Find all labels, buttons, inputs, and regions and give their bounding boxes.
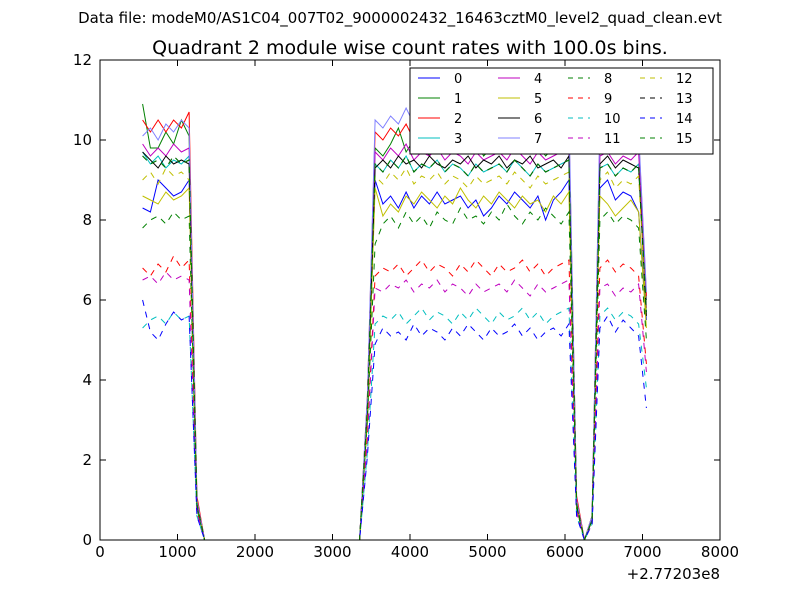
y-tick-label: 2 xyxy=(82,451,92,469)
legend-label-12: 12 xyxy=(676,72,693,87)
x-tick-label: 0 xyxy=(95,543,105,561)
legend-label-10: 10 xyxy=(604,112,621,127)
axis-ticks: 0 1000 2000 3000 4000 5000 6000 7000 80000246810… xyxy=(73,51,739,561)
legend-box xyxy=(409,67,714,155)
x-offset-label: +2.77203e8 xyxy=(627,565,720,583)
x-tick-label: 5000 xyxy=(468,543,506,561)
y-tick-label: 8 xyxy=(82,211,92,229)
series-line-11 xyxy=(142,271,647,540)
legend-label-15: 15 xyxy=(676,132,693,147)
series-line-12 xyxy=(142,166,647,540)
series-line-14 xyxy=(142,299,647,540)
legend-label-2: 2 xyxy=(454,112,462,127)
y-tick-label: 10 xyxy=(73,131,92,149)
x-tick-label: 3000 xyxy=(313,543,351,561)
chart-title: Quadrant 2 module wise count rates with … xyxy=(152,37,668,59)
legend-label-3: 3 xyxy=(454,132,462,147)
series-line-9 xyxy=(142,254,647,540)
legend-label-9: 9 xyxy=(604,92,612,107)
x-tick-label: 8000 xyxy=(701,543,739,561)
legend-label-14: 14 xyxy=(676,112,693,127)
legend-label-6: 6 xyxy=(534,112,542,127)
legend-label-8: 8 xyxy=(604,72,612,87)
x-tick-label: 4000 xyxy=(391,543,429,561)
series-layer xyxy=(142,103,647,540)
series-line-5 xyxy=(142,186,647,540)
y-tick-label: 0 xyxy=(82,531,92,549)
x-tick-label: 6000 xyxy=(546,543,584,561)
legend-label-0: 0 xyxy=(454,72,462,87)
series-line-0 xyxy=(142,178,647,540)
legend-label-13: 13 xyxy=(676,92,693,107)
series-line-15 xyxy=(142,154,647,540)
y-tick-label: 4 xyxy=(82,371,92,389)
x-tick-label: 2000 xyxy=(236,543,274,561)
legend-label-1: 1 xyxy=(454,92,462,107)
series-line-10 xyxy=(142,307,647,540)
y-tick-label: 6 xyxy=(82,291,92,309)
y-tick-label: 12 xyxy=(73,51,92,69)
x-tick-label: 1000 xyxy=(158,543,196,561)
legend-label-11: 11 xyxy=(604,132,621,147)
suptitle: Data file: modeM0/AS1C04_007T02_90000024… xyxy=(78,9,722,28)
legend-label-5: 5 xyxy=(534,92,542,107)
series-line-8 xyxy=(142,202,647,540)
legend-label-7: 7 xyxy=(534,132,542,147)
series-line-6 xyxy=(142,151,647,540)
legend-label-4: 4 xyxy=(534,72,542,87)
x-tick-label: 7000 xyxy=(623,543,661,561)
